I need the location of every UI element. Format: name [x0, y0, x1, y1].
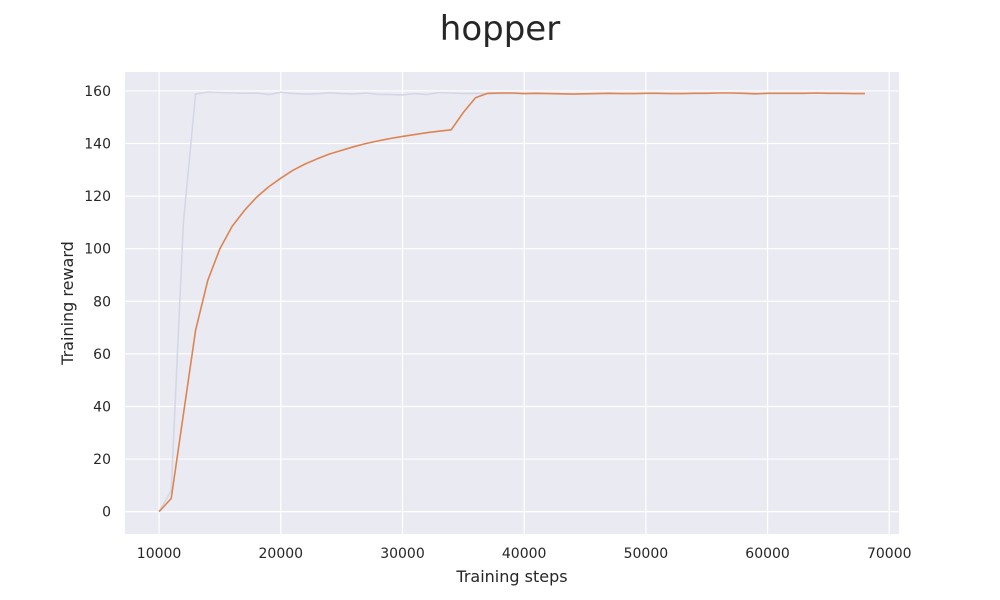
x-axis-ticks: 10000 20000 30000 40000 50000 60000 70000 — [137, 546, 912, 562]
y-tick-label: 40 — [93, 399, 111, 415]
y-tick-label: 60 — [93, 347, 111, 363]
chart-title: hopper — [440, 9, 560, 49]
y-tick-label: 160 — [84, 84, 111, 100]
y-tick-label: 20 — [93, 452, 111, 468]
y-tick-label: 140 — [84, 137, 111, 153]
grid — [125, 72, 899, 534]
y-tick-label: 120 — [84, 189, 111, 205]
x-tick-label: 50000 — [624, 546, 669, 562]
x-tick-label: 10000 — [137, 546, 182, 562]
x-tick-label: 70000 — [867, 546, 912, 562]
x-tick-label: 40000 — [502, 546, 547, 562]
x-tick-label: 60000 — [745, 546, 790, 562]
y-axis-label: Training reward — [58, 241, 77, 366]
y-tick-label: 0 — [102, 505, 111, 521]
y-tick-label: 100 — [84, 242, 111, 258]
series-line-2 — [158, 92, 865, 513]
plot-area — [125, 72, 899, 534]
x-tick-label: 30000 — [380, 546, 425, 562]
y-axis-ticks: 0 20 40 60 80 100 120 140 160 — [84, 84, 111, 521]
series-layer — [158, 91, 865, 513]
x-axis-label: Training steps — [455, 567, 567, 586]
series-line-1 — [158, 91, 525, 512]
y-tick-label: 80 — [93, 294, 111, 310]
x-tick-label: 20000 — [259, 546, 304, 562]
